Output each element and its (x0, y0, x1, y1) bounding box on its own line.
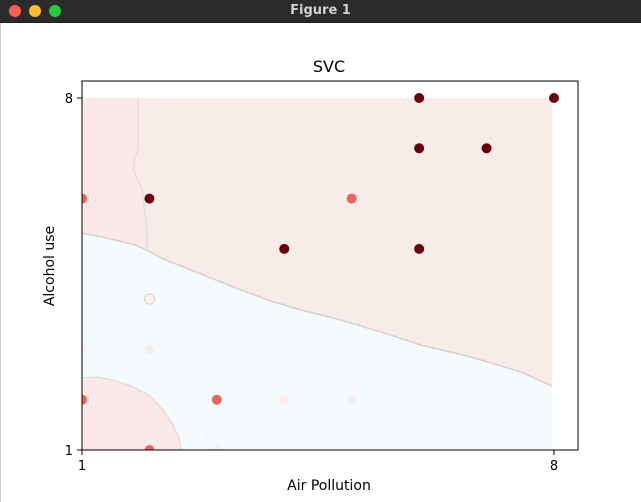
decision-region-red-top (82, 98, 147, 250)
scatter-point (346, 193, 357, 204)
minimize-window-button[interactable] (29, 5, 41, 17)
window-title: Figure 1 (290, 3, 351, 18)
scatter-point (414, 243, 425, 254)
close-window-button[interactable] (9, 5, 21, 17)
scatter-point (211, 394, 222, 405)
chart-title: SVC (313, 57, 345, 76)
decision-region-blue (82, 233, 552, 450)
x-tick-label: 8 (550, 459, 558, 474)
scatter-point (414, 93, 425, 103)
decision-region-red-bottom (82, 377, 181, 450)
scatter-point (82, 193, 87, 204)
decision-boundary-line (81, 232, 553, 387)
decision-boundary-line (81, 376, 182, 451)
figure-canvas: SVC 1 8 8 1 Air Pollution Alcohol (0, 23, 641, 502)
scatter-point (144, 193, 155, 204)
scatter-point (549, 93, 559, 103)
scatter-point (279, 243, 290, 254)
scatter-point (346, 394, 357, 405)
y-tick-label: 8 (65, 92, 73, 107)
axis-ticks: 1 8 8 1 (65, 92, 558, 474)
plot-frame (81, 80, 579, 451)
scatter-point (144, 445, 155, 450)
y-tick-label: 1 (65, 444, 73, 459)
scatter-point (481, 143, 492, 154)
y-axis-label: Alcohol use (42, 226, 58, 306)
maximize-window-button[interactable] (49, 5, 61, 17)
decision-region-peach (134, 98, 552, 386)
plot-area (81, 80, 579, 451)
window-titlebar: Figure 1 (0, 0, 641, 23)
x-tick-label: 1 (78, 459, 86, 474)
x-axis-label: Air Pollution (287, 478, 371, 494)
chart-svg: SVC 1 8 8 1 Air Pollution Alcohol (42, 57, 579, 494)
decision-boundary-line (133, 98, 148, 250)
scatter-point (144, 293, 155, 305)
scatter-point (414, 143, 425, 154)
scatter-point (82, 344, 87, 355)
scatter-point (279, 394, 290, 405)
scatter-points (82, 93, 559, 450)
scatter-point (144, 344, 155, 355)
scatter-point (82, 394, 87, 405)
scatter-point (211, 445, 222, 450)
